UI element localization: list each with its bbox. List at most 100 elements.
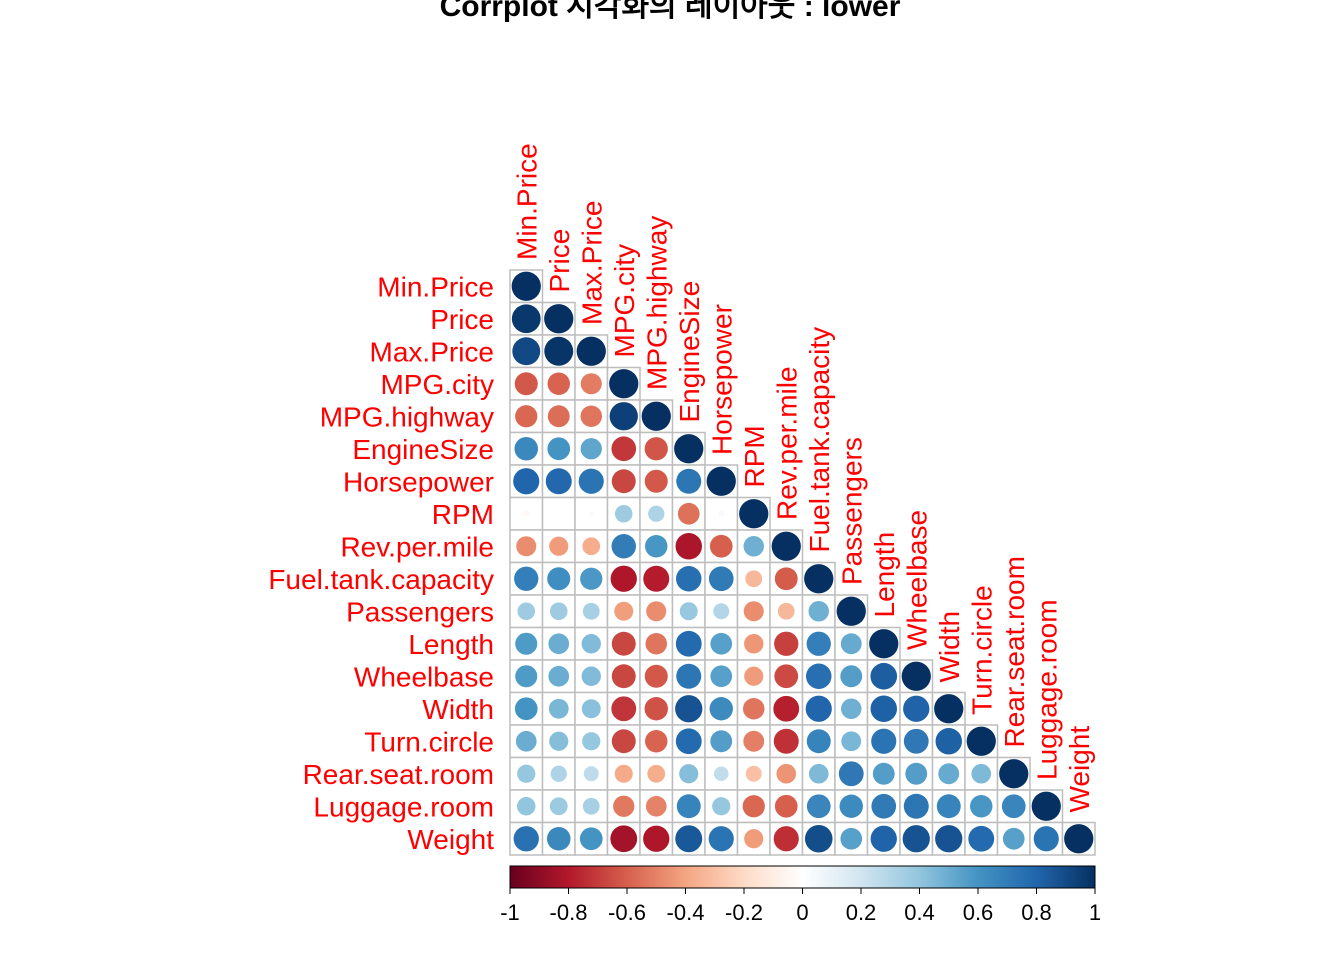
colorbar-tick-label: 0.8 [1021, 900, 1052, 925]
corr-circle-Max.Price-Price [544, 336, 574, 366]
corr-circle-Width-MPG.highway [644, 697, 668, 721]
column-label: EngineSize [674, 281, 705, 423]
corr-circle-Length-Horsepower [710, 632, 733, 655]
row-label: Rear.seat.room [303, 759, 494, 790]
corr-circle-EngineSize-MPG.highway [644, 437, 668, 461]
column-label: Rev.per.mile [771, 366, 802, 520]
corr-circle-Turn.circle-Price [549, 731, 569, 751]
corr-circle-Rev.per.mile-Price [549, 536, 569, 556]
corr-circle-Luggage.room-Rev.per.mile [774, 794, 798, 818]
column-label: MPG.highway [641, 216, 672, 390]
corr-circle-Weight-Turn.circle [968, 825, 995, 852]
corr-circle-Wheelbase-Passengers [840, 665, 863, 688]
row-label: Width [422, 694, 494, 725]
corr-circle-Max.Price-Max.Price [576, 336, 606, 366]
corr-circle-Weight-Max.Price [579, 827, 603, 851]
corr-circle-RPM-Price [557, 512, 561, 516]
corr-circle-MPG.highway-MPG.highway [641, 401, 671, 431]
row-label: Min.Price [377, 271, 494, 302]
corr-circle-Wheelbase-EngineSize [676, 663, 702, 689]
corr-circle-MPG.city-Min.Price [514, 372, 538, 396]
corr-circle-MPG.highway-MPG.city [609, 402, 638, 431]
corr-circle-Weight-MPG.city [610, 825, 638, 853]
corr-circle-Width-RPM [743, 698, 765, 720]
colorbar-tick-label: -0.8 [550, 900, 588, 925]
corr-circle-MPG.city-Max.Price [580, 373, 602, 395]
corr-circle-EngineSize-Max.Price [580, 438, 602, 460]
corr-circle-Length-Rev.per.mile [774, 631, 799, 656]
corr-circle-Luggage.room-Turn.circle [970, 795, 993, 818]
corr-circle-Wheelbase-Max.Price [581, 666, 601, 686]
corr-circle-Rear.seat.room-Horsepower [713, 766, 729, 782]
corr-circle-Rev.per.mile-RPM [743, 536, 764, 557]
corr-circle-Weight-Luggage.room [1033, 826, 1059, 852]
corr-circle-Wheelbase-Min.Price [515, 665, 538, 688]
column-label: Turn.circle [966, 585, 997, 715]
corr-circle-Luggage.room-Fuel.tank.capacity [806, 794, 831, 819]
corr-circle-Luggage.room-Length [871, 793, 897, 819]
corr-circle-Luggage.room-RPM [742, 795, 765, 818]
corr-circle-Width-Min.Price [514, 697, 538, 721]
corr-circle-Width-Length [870, 695, 897, 722]
row-label: Rev.per.mile [340, 531, 494, 562]
corr-circle-Length-EngineSize [675, 630, 702, 657]
row-label: Passengers [346, 596, 494, 627]
corr-circle-Horsepower-EngineSize [676, 468, 702, 494]
corr-circle-Weight-Fuel.tank.capacity [804, 824, 833, 853]
row-label: EngineSize [352, 434, 494, 465]
row-labels: Min.PricePriceMax.PriceMPG.cityMPG.highw… [268, 271, 494, 855]
corr-circle-Wheelbase-MPG.highway [644, 664, 668, 688]
colorbar-tick-label: 0.2 [846, 900, 877, 925]
row-label: RPM [432, 499, 494, 530]
corr-circle-MPG.city-MPG.city [609, 369, 639, 399]
corr-circle-Horsepower-Horsepower [706, 466, 736, 496]
corr-circle-Weight-Wheelbase [902, 825, 930, 853]
corr-circle-Luggage.room-Luggage.room [1031, 791, 1061, 821]
corr-circle-Fuel.tank.capacity-Min.Price [514, 566, 539, 591]
column-label: Fuel.tank.capacity [804, 327, 835, 553]
corr-circle-Luggage.room-MPG.highway [645, 795, 667, 817]
row-label: Max.Price [370, 336, 494, 367]
corr-circle-Rev.per.mile-Min.Price [516, 536, 537, 557]
corr-circle-Length-RPM [744, 634, 764, 654]
corr-circle-Rear.seat.room-Passengers [838, 761, 864, 787]
corr-circle-Rear.seat.room-Width [938, 763, 960, 785]
corr-circle-Weight-EngineSize [675, 825, 703, 853]
corr-circle-Weight-MPG.highway [643, 825, 670, 852]
corr-circle-Width-Fuel.tank.capacity [805, 695, 832, 722]
corr-circle-Price-Min.Price [511, 304, 541, 334]
corr-circle-Max.Price-Min.Price [512, 337, 541, 366]
corr-circle-RPM-Min.Price [523, 510, 530, 517]
corr-circle-Turn.circle-RPM [743, 730, 765, 752]
column-label: Horsepower [706, 304, 737, 455]
corr-circle-Passengers-Fuel.tank.capacity [808, 601, 829, 622]
row-label: MPG.city [380, 369, 494, 400]
corr-circle-Wheelbase-Rev.per.mile [774, 664, 799, 689]
corr-circle-Passengers-Horsepower [713, 603, 730, 620]
corr-circle-Rear.seat.room-Turn.circle [971, 763, 992, 784]
corr-circle-Width-Max.Price [581, 699, 601, 719]
row-label: Weight [407, 824, 494, 855]
chart-title: Corrplot 시각화의 레이아웃 : lower [440, 0, 901, 23]
corr-circle-Luggage.room-Wheelbase [903, 793, 929, 819]
corr-circle-Luggage.room-Max.Price [582, 797, 600, 815]
corr-circle-Luggage.room-Passengers [839, 794, 863, 818]
corr-circle-Weight-Min.Price [513, 826, 539, 852]
row-label: Fuel.tank.capacity [268, 564, 494, 595]
corr-circle-Turn.circle-Length [871, 728, 897, 754]
corr-circle-Luggage.room-Min.Price [517, 797, 536, 816]
column-label: MPG.city [609, 244, 640, 358]
corr-circle-Fuel.tank.capacity-MPG.city [610, 565, 637, 592]
corr-circle-Wheelbase-Horsepower [710, 665, 733, 688]
corr-circle-Length-Passengers [840, 633, 862, 655]
row-label: Luggage.room [313, 791, 494, 822]
corr-circle-Width-Wheelbase [903, 695, 930, 722]
corr-circle-MPG.highway-Max.Price [580, 405, 602, 427]
corr-circle-Fuel.tank.capacity-EngineSize [676, 566, 702, 592]
corr-circle-Turn.circle-Wheelbase [903, 728, 929, 754]
column-label: RPM [739, 425, 770, 487]
corr-circle-Weight-Rear.seat.room [1002, 827, 1025, 850]
corr-circle-Rear.seat.room-Length [872, 762, 895, 785]
corr-circle-Rev.per.mile-Rev.per.mile [771, 531, 801, 561]
